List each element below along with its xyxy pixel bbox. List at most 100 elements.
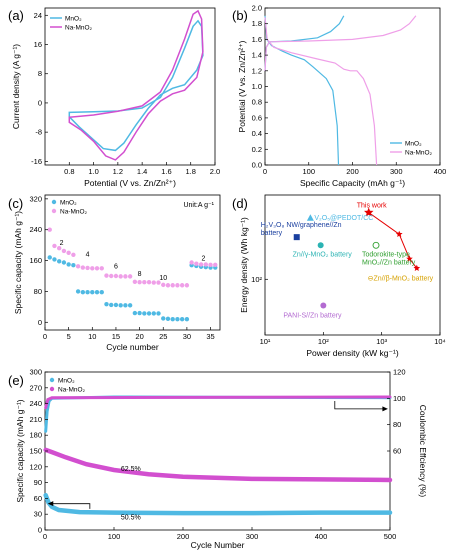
this-work-star [364, 207, 374, 217]
rate-point [109, 273, 114, 279]
legend-marker [51, 199, 57, 205]
ref-label: Zn//γ-MnO₂ battery [293, 251, 353, 258]
cycling-curve [44, 395, 392, 410]
rate-point [85, 265, 90, 271]
right-axis-arrowhead [382, 406, 388, 412]
y-tick-label: 0.0 [252, 161, 262, 170]
x-tick-label: 10² [318, 337, 329, 346]
rate-point [85, 290, 90, 295]
y-tick-label: 300 [29, 368, 42, 377]
x-tick-label: 1.4 [137, 167, 147, 176]
rate-point [90, 290, 95, 295]
rate-point [66, 262, 71, 267]
y-tick-label: 180 [29, 431, 42, 440]
right-axis-arrow [334, 400, 386, 410]
y-tick-label: 0.6 [252, 113, 262, 122]
x-tick-label: 5 [67, 332, 71, 341]
y2-tick-label: 100 [393, 394, 406, 403]
panel-letter: (c) [8, 196, 23, 211]
x-tick-label: 0.8 [64, 167, 74, 176]
rate-point [56, 259, 62, 264]
x-tick-label: 30 [183, 332, 191, 341]
y-axis-label: Specific capacity (mAh g⁻¹) [15, 399, 25, 502]
legend-label: MnO₂ [405, 141, 422, 148]
panel-a-cv-chart: 0.8 1.0 1.2 1.4 1.6 1.8 2.0 -16 -8 0 8 16 24 Potentia… [8, 7, 220, 188]
x-tick-label: 200 [177, 532, 190, 541]
x-tick-label: 0 [263, 167, 267, 176]
x-tick-label: 1.2 [113, 167, 123, 176]
plot-frame [264, 194, 441, 336]
panel-letter: (b) [232, 8, 248, 23]
rate-point [194, 261, 199, 266]
x-tick-label: 10¹ [260, 337, 271, 346]
ref-label: Todorokite-type MnO₂//Zn battery [362, 251, 416, 266]
x-tick-label: 1.0 [88, 167, 98, 176]
x-tick-label: 0 [43, 532, 47, 541]
y-tick-label: 320 [29, 194, 42, 203]
unit-note: Unit:A g⁻¹ [183, 202, 214, 209]
x-axis-label: Cycle number [106, 342, 159, 352]
rate-point [123, 274, 128, 279]
y-tick-label: 240 [29, 399, 42, 408]
y-tick-label: 1.8 [252, 19, 262, 28]
panel-letter: (a) [8, 8, 24, 23]
x-tick-label: 100 [108, 532, 121, 541]
y-tick-label: 24 [34, 11, 42, 20]
rate-point [52, 257, 57, 262]
panel-c-rate-chart: 2 4 6 8 10 2 Unit:A g⁻¹ 0 5 10 15 20 25 30 35 0 80 160 240… [8, 194, 221, 352]
rate-point [175, 283, 180, 288]
x-tick-label: 500 [384, 532, 397, 541]
rate-point [99, 290, 104, 295]
this-work-label: This work [357, 202, 387, 209]
rate-point [161, 282, 166, 288]
rate-point [184, 317, 190, 322]
rate-point [179, 283, 185, 288]
gcd-curve [264, 15, 417, 71]
rate-point [61, 260, 67, 265]
y2-tick-label: 60 [393, 447, 401, 456]
y-tick-label: 0.2 [252, 145, 262, 154]
legend-marker [51, 208, 57, 214]
rate-point [113, 302, 119, 308]
x-tick-label: 1.6 [161, 167, 171, 176]
ref-label: ⊖Zn//β-MnO₂ battery [368, 275, 434, 282]
panel-letter: (e) [8, 373, 24, 388]
rate-point [208, 262, 213, 268]
rate-point [118, 303, 123, 308]
y2-tick-label: 120 [393, 368, 406, 377]
rate-point [99, 266, 104, 271]
rate-point [161, 316, 166, 321]
x-axis-label: Specific Capacity (mAh g⁻¹) [300, 178, 405, 188]
rate-point [113, 273, 119, 279]
legend-label: Na-MnO₂ [405, 150, 433, 157]
y-tick-label: 160 [29, 256, 42, 265]
rate-label: 6 [114, 263, 118, 270]
y2-tick-label: 80 [393, 420, 401, 429]
rate-point [184, 283, 190, 288]
this-work-line [368, 212, 418, 269]
cycling-curve [43, 447, 393, 483]
plot-frame [44, 194, 221, 331]
panel-letter: (d) [232, 196, 248, 211]
rate-label: 2 [201, 256, 205, 263]
y-tick-label: 80 [34, 287, 42, 296]
y-tick-label: 150 [29, 447, 42, 456]
rate-point [90, 266, 95, 271]
rate-point [137, 310, 142, 316]
legend-label: MnO₂ [60, 200, 77, 207]
rate-point [170, 317, 175, 322]
rate-point [179, 317, 185, 322]
rate-point [123, 303, 128, 308]
rate-label: 10 [159, 275, 167, 282]
y-tick-label: 1.0 [252, 82, 262, 91]
x-tick-label: 10⁴ [434, 337, 446, 346]
rate-point [66, 250, 71, 256]
this-work-star [413, 264, 421, 271]
cycling-curve [44, 395, 392, 433]
x-tick-label: 15 [112, 332, 120, 341]
retention-label-mno2: 50.5% [121, 514, 141, 521]
legend-label: MnO₂ [58, 378, 75, 385]
rate-point [127, 274, 133, 279]
x-tick-label: 0 [43, 332, 47, 341]
x-tick-label: 25 [159, 332, 167, 341]
